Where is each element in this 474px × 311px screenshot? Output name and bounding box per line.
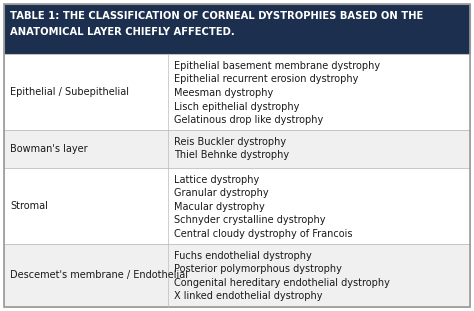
- Text: X linked endothelial dystrophy: X linked endothelial dystrophy: [174, 291, 322, 301]
- Text: Epithelial recurrent erosion dystrophy: Epithelial recurrent erosion dystrophy: [174, 75, 358, 85]
- Text: Lattice dystrophy: Lattice dystrophy: [174, 175, 259, 185]
- Text: Granular dystrophy: Granular dystrophy: [174, 188, 269, 198]
- Text: TABLE 1: THE CLASSIFICATION OF CORNEAL DYSTROPHIES BASED ON THE: TABLE 1: THE CLASSIFICATION OF CORNEAL D…: [10, 11, 423, 21]
- Text: Congenital hereditary endothelial dystrophy: Congenital hereditary endothelial dystro…: [174, 278, 390, 288]
- Text: Thiel Behnke dystrophy: Thiel Behnke dystrophy: [174, 150, 289, 160]
- Text: Central cloudy dystrophy of Francois: Central cloudy dystrophy of Francois: [174, 229, 353, 239]
- Text: Bowman's layer: Bowman's layer: [10, 144, 88, 154]
- Bar: [4, 4, 470, 54]
- Text: Macular dystrophy: Macular dystrophy: [174, 202, 265, 212]
- Bar: [4, 244, 470, 307]
- Text: Meesman dystrophy: Meesman dystrophy: [174, 88, 273, 98]
- Text: ANATOMICAL LAYER CHIEFLY AFFECTED.: ANATOMICAL LAYER CHIEFLY AFFECTED.: [10, 26, 235, 36]
- Text: Stromal: Stromal: [10, 201, 48, 211]
- Text: Lisch epithelial dystrophy: Lisch epithelial dystrophy: [174, 101, 300, 112]
- Bar: [4, 130, 470, 168]
- Bar: [4, 168, 470, 244]
- Text: Gelatinous drop like dystrophy: Gelatinous drop like dystrophy: [174, 115, 323, 125]
- Text: Schnyder crystalline dystrophy: Schnyder crystalline dystrophy: [174, 216, 326, 225]
- Text: Descemet's membrane / Endothelial: Descemet's membrane / Endothelial: [10, 270, 188, 281]
- Bar: [4, 54, 470, 130]
- Text: Posterior polymorphous dystrophy: Posterior polymorphous dystrophy: [174, 264, 342, 274]
- Text: Epithelial basement membrane dystrophy: Epithelial basement membrane dystrophy: [174, 61, 380, 71]
- Text: Fuchs endothelial dystrophy: Fuchs endothelial dystrophy: [174, 251, 312, 261]
- Text: Epithelial / Subepithelial: Epithelial / Subepithelial: [10, 87, 129, 97]
- Text: Reis Buckler dystrophy: Reis Buckler dystrophy: [174, 137, 286, 147]
